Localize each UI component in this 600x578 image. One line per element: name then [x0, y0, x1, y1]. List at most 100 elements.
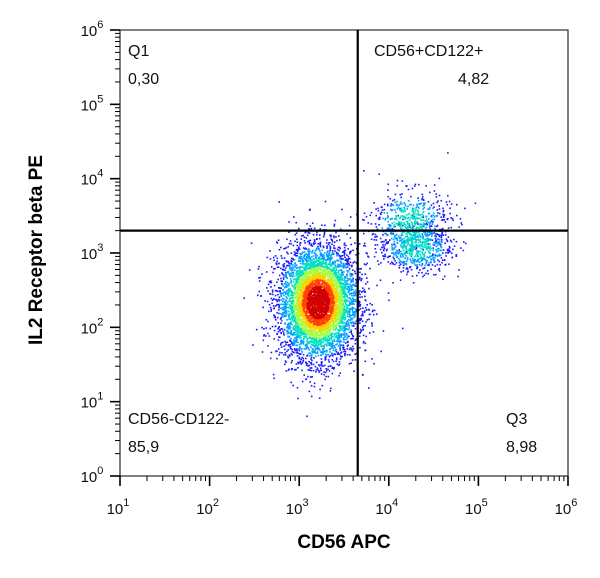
event-dot [346, 295, 348, 297]
event-dot [282, 312, 284, 314]
event-dot [347, 261, 349, 264]
event-dot [383, 255, 385, 258]
event-dot [339, 324, 341, 327]
event-dot [332, 253, 334, 256]
event-dot [409, 258, 411, 260]
event-dot [326, 337, 328, 340]
event-dot [325, 260, 327, 262]
event-dot [381, 240, 384, 243]
event-dot [298, 298, 300, 301]
event-dot [375, 239, 378, 241]
event-dot [452, 248, 454, 251]
event-dot [333, 313, 336, 315]
event-dot [349, 251, 351, 253]
event-dot [296, 252, 299, 255]
event-dot [348, 302, 351, 304]
event-dot [390, 252, 393, 254]
event-dot [402, 253, 405, 255]
event-dot [295, 255, 297, 257]
event-dot [301, 315, 303, 318]
event-dot [413, 262, 416, 264]
event-dot [322, 270, 324, 273]
event-dot [327, 330, 330, 332]
event-dot [296, 315, 299, 318]
event-dot [315, 268, 317, 271]
event-dot [402, 224, 404, 227]
event-dot [386, 204, 389, 207]
event-dot [410, 238, 412, 240]
event-dot [449, 212, 451, 215]
event-dot [301, 291, 303, 294]
event-dot [352, 325, 354, 327]
event-dot [281, 303, 283, 306]
event-dot [300, 284, 303, 287]
event-dot [359, 268, 361, 270]
event-dot [307, 323, 309, 325]
event-dot [392, 251, 395, 254]
event-dot [301, 266, 303, 268]
event-dot [283, 257, 286, 259]
event-dot [319, 241, 322, 244]
event-dot [324, 323, 326, 326]
event-dot [277, 266, 280, 268]
event-dot [314, 271, 316, 274]
event-dot [298, 323, 301, 325]
event-dot [270, 280, 272, 282]
event-dot [294, 333, 296, 336]
event-dot [286, 326, 288, 329]
event-dot [433, 206, 435, 208]
event-dot [296, 241, 299, 243]
event-dot [294, 313, 296, 316]
event-dot [360, 330, 363, 332]
event-dot [336, 286, 338, 289]
event-dot [390, 261, 393, 263]
event-dot [345, 306, 348, 308]
event-dot [305, 288, 308, 291]
event-dot [345, 267, 347, 269]
event-dot [312, 369, 315, 372]
event-dot [423, 274, 426, 276]
event-dot [313, 263, 315, 265]
event-dot [352, 249, 354, 252]
event-dot [334, 305, 336, 307]
event-dot [393, 243, 395, 245]
event-dot [282, 276, 285, 279]
event-dot [266, 287, 268, 289]
event-dot [285, 341, 287, 344]
event-dot [450, 203, 453, 205]
event-dot [283, 301, 286, 304]
event-dot [431, 239, 434, 241]
event-dot [317, 247, 320, 250]
event-dot [341, 316, 344, 318]
event-dot [398, 264, 401, 267]
event-dot [328, 251, 331, 254]
event-dot [337, 293, 339, 295]
event-dot [329, 319, 332, 321]
event-dot [324, 276, 326, 278]
event-dot [298, 227, 300, 230]
event-dot [285, 311, 288, 314]
event-dot [327, 338, 329, 341]
event-dot [354, 285, 357, 287]
event-dot [319, 250, 321, 252]
event-dot [335, 251, 338, 254]
event-dot [290, 347, 292, 350]
event-dot [417, 241, 420, 244]
event-dot [296, 292, 298, 295]
event-dot [316, 265, 319, 268]
event-dot [387, 183, 390, 186]
event-dot [456, 203, 458, 206]
event-dot [437, 233, 439, 236]
event-dot [296, 238, 298, 241]
event-dot [342, 266, 344, 269]
event-dot [312, 332, 314, 335]
event-dot [313, 258, 316, 261]
event-dot [294, 320, 297, 322]
event-dot [285, 274, 287, 276]
event-dot [390, 203, 393, 205]
event-dot [268, 310, 270, 313]
event-dot [290, 274, 292, 277]
event-dot [324, 283, 326, 285]
event-dot [381, 251, 383, 254]
event-dot [417, 197, 419, 199]
